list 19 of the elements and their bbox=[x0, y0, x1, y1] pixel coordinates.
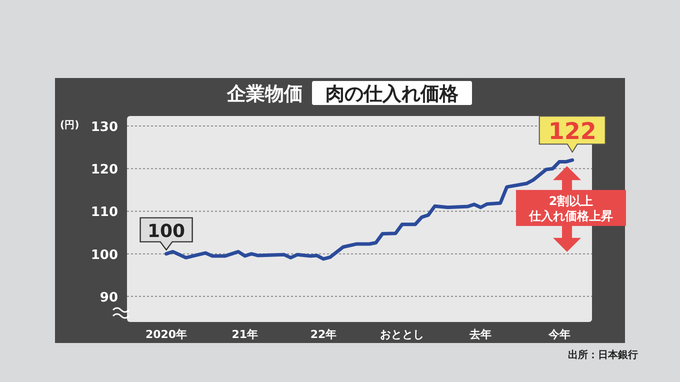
x-tick-label: おととし bbox=[380, 328, 424, 341]
y-axis-title: (円) bbox=[60, 120, 80, 131]
annotation: 2割以上 bbox=[548, 194, 594, 208]
y-tick-label: 120 bbox=[90, 162, 118, 178]
y-tick-label: 130 bbox=[90, 120, 118, 135]
text: 出所：日本銀行 bbox=[568, 349, 638, 361]
x-tick-label: 去年 bbox=[468, 328, 492, 341]
x-tick-label: 2020年 bbox=[145, 328, 188, 341]
y-tick-label: 90 bbox=[100, 290, 118, 306]
y-tick-label: 100 bbox=[90, 248, 118, 263]
chart-subtitle: 肉の仕入れ価格 bbox=[326, 83, 460, 105]
title: 企業物価 bbox=[227, 83, 303, 105]
annotation: 100 bbox=[148, 220, 186, 242]
x-tick-label: 22年 bbox=[310, 328, 337, 341]
x-tick-label: 21年 bbox=[232, 328, 258, 341]
annotation: 122 bbox=[548, 119, 596, 146]
annotation: 仕入れ価格上昇 bbox=[528, 208, 613, 223]
x-tick-label: 今年 bbox=[547, 328, 570, 341]
y-tick-label: 110 bbox=[90, 205, 118, 220]
